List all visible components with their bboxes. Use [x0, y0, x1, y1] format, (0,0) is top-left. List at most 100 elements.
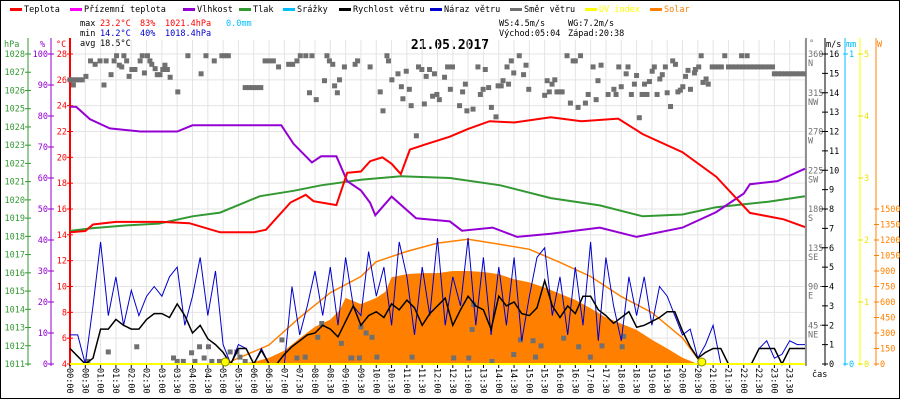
- wind-direction-point: [462, 81, 468, 87]
- direction-tick-label: 135: [808, 244, 823, 254]
- wind-direction-point: [621, 333, 627, 339]
- stats-max-humidity: 83%: [140, 19, 155, 29]
- wind-direction-point: [431, 71, 437, 77]
- wind-direction-point: [175, 89, 181, 95]
- wind-tick-label: 7: [829, 224, 834, 234]
- wind-direction-point: [192, 358, 198, 364]
- x-tick-label: 20:00: [677, 368, 687, 394]
- wind-direction-point: [451, 355, 457, 361]
- wind-direction-point: [572, 58, 578, 64]
- solar-tick-label: 1500: [880, 205, 900, 215]
- wind-direction-point: [139, 53, 145, 59]
- wind-tick-label: 12: [829, 128, 839, 138]
- legend: Teplota Přízemní teplota Vlhkost Tlak Srážky…: [10, 5, 690, 15]
- wind-direction-point: [644, 91, 650, 97]
- wind-direction-point: [619, 344, 625, 350]
- wind-direction-point: [488, 104, 494, 110]
- wind-direction-point: [319, 321, 325, 327]
- wind-direction-point: [703, 76, 709, 82]
- wind-tick-label: 3: [829, 302, 834, 312]
- legend-swatch: [339, 8, 351, 11]
- legend-swatch: [283, 8, 295, 11]
- wind-direction-point: [636, 115, 642, 121]
- wind-direction-point: [618, 84, 624, 90]
- wind-direction-point: [498, 83, 504, 89]
- solar-tick-label: 1200: [880, 236, 900, 246]
- wind-direction-point: [157, 72, 163, 78]
- wind-direction-point: [367, 64, 373, 70]
- wind-direction-point: [129, 67, 135, 72]
- wind-direction-point: [625, 64, 631, 70]
- wind-tick-label: 4: [829, 283, 834, 293]
- wind-direction-point: [400, 96, 406, 102]
- x-tick-label: 06:30: [263, 368, 273, 394]
- solar-area: [238, 271, 698, 364]
- wind-direction-point: [416, 64, 422, 70]
- solar-tick-label: 900: [880, 267, 895, 277]
- hpa-tick-label: 1018: [5, 232, 25, 242]
- wind-direction-point: [705, 81, 711, 87]
- wind-direction-point: [475, 64, 481, 70]
- wind-direction-point: [715, 64, 721, 70]
- wind-direction-point: [134, 344, 140, 350]
- wind-direction-point: [101, 82, 107, 88]
- axis-unit-humidity: %: [40, 40, 45, 50]
- legend-label: Přízemní teplota: [84, 5, 166, 15]
- wind-direction-point: [445, 64, 451, 70]
- wind-direction-point: [786, 71, 792, 77]
- wind-direction-point: [466, 355, 472, 361]
- wind-direction-point: [687, 86, 693, 92]
- wind-direction-point: [290, 61, 296, 67]
- wind-direction-point: [409, 354, 415, 360]
- x-tick-label: 02:30: [141, 368, 151, 394]
- wind-tick-label: 15: [829, 69, 839, 79]
- wind-direction-point: [313, 97, 319, 103]
- wind-direction-point: [530, 338, 536, 344]
- stats-sunset: Západ:20:38: [568, 29, 624, 39]
- wind-direction-point: [97, 58, 103, 64]
- wind-direction-point: [639, 91, 645, 97]
- wind-direction-point: [423, 73, 429, 79]
- wind-direction-point: [790, 71, 796, 77]
- temp-tick-label: 26: [57, 76, 67, 86]
- wind-direction-point: [500, 78, 506, 84]
- wind-direction-point: [470, 106, 476, 112]
- x-tick-label: 18:30: [631, 368, 641, 394]
- x-tick-label: 19:00: [646, 368, 656, 394]
- wind-direction-point: [254, 85, 260, 91]
- wind-direction-point: [450, 64, 456, 70]
- wind-direction-point: [356, 355, 362, 361]
- wind-direction-point: [725, 64, 731, 70]
- stats-block: max 23.2°C 83% 1021.4hPa 0.0mm min 14.2°…: [80, 19, 624, 49]
- direction-tick-label: 360: [808, 50, 823, 60]
- wind-direction-point: [480, 86, 486, 92]
- x-tick-label: 10:00: [370, 368, 380, 394]
- wind-direction-point: [642, 81, 648, 87]
- solar-tick-label: 1350: [880, 221, 900, 231]
- wind-direction-point: [559, 89, 565, 95]
- wind-tick-label: 13: [829, 108, 839, 118]
- x-tick-label: 08:30: [324, 368, 334, 394]
- wind-direction-point: [542, 92, 548, 98]
- hpa-tick-label: 1028: [5, 50, 25, 60]
- hpa-tick-label: 1024: [5, 123, 25, 133]
- hpa-tick-label: 1019: [5, 214, 25, 224]
- wind-direction-point: [197, 344, 203, 350]
- wind-direction-point: [469, 327, 475, 333]
- wind-direction-point: [279, 337, 285, 343]
- wind-direction-point: [242, 85, 248, 91]
- humidity-tick-label: 100: [33, 50, 48, 60]
- x-tick-label: 00:30: [79, 368, 89, 394]
- wind-direction-point: [111, 58, 117, 64]
- x-tick-label: 11:30: [416, 368, 426, 394]
- wind-direction-point: [413, 133, 419, 139]
- hpa-tick-label: 1016: [5, 269, 25, 279]
- axes: 1011101210131014101510161017101810191020…: [5, 38, 900, 394]
- wind-direction-point: [508, 58, 514, 64]
- wind-direction-point: [154, 72, 160, 78]
- stats-wind-gust-max: WG:7.2m/s: [568, 19, 614, 29]
- wind-direction-point: [668, 104, 674, 110]
- x-tick-label: 19:30: [661, 368, 671, 394]
- stats-max-label: max: [80, 19, 95, 29]
- wind-direction-point: [628, 91, 634, 97]
